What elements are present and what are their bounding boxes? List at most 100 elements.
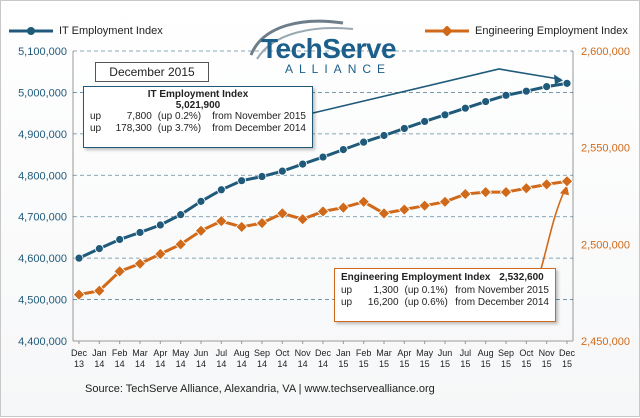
y-right-tick-label: 2,600,000 xyxy=(581,46,630,58)
x-tick-label-year: 14 xyxy=(176,359,186,369)
it-data-point xyxy=(196,196,206,206)
eng-data-point xyxy=(296,212,309,226)
techserve-logo: TechServe ALLIANCE xyxy=(233,15,413,76)
eng-data-point xyxy=(479,185,492,199)
x-tick-label-year: 15 xyxy=(420,359,430,369)
eng-row1-amount: 1,300 xyxy=(373,285,399,296)
eng-data-point xyxy=(499,185,513,199)
y-left-tick-label: 4,800,000 xyxy=(18,170,67,182)
eng-data-point xyxy=(418,199,431,212)
it-data-point xyxy=(440,110,450,120)
y-left-tick-label: 4,400,000 xyxy=(18,336,67,348)
it-data-point xyxy=(237,176,247,186)
x-axis: Dec13Jan14Feb14Mar14Apr14May14Jun14Jul14… xyxy=(71,341,576,369)
x-tick-label-year: 15 xyxy=(460,359,470,369)
eng-callout-value: 2,532,600 xyxy=(499,272,544,283)
x-tick-label-month: Dec xyxy=(559,348,576,358)
x-tick-label-year: 14 xyxy=(298,359,308,369)
x-tick-label-year: 15 xyxy=(440,359,450,369)
it-data-point xyxy=(115,235,125,244)
x-tick-label-year: 15 xyxy=(338,359,348,369)
eng-row2-dir: up xyxy=(341,297,353,308)
x-tick-label-year: 15 xyxy=(501,359,511,369)
it-data-point xyxy=(318,152,328,162)
it-data-point xyxy=(420,117,430,126)
x-tick-label-year: 13 xyxy=(74,359,84,369)
x-tick-label-year: 15 xyxy=(521,359,531,369)
x-tick-label-month: Feb xyxy=(356,348,372,358)
y-axis-right: 2,450,000 2,500,000 2,550,000 2,600,000 xyxy=(581,46,630,348)
x-tick-label-month: Jul xyxy=(216,348,228,358)
x-tick-label-month: Jan xyxy=(92,348,107,358)
eng-callout-row: up 16,200 (up 0.6%) from December 2014 xyxy=(335,297,555,309)
it-data-point xyxy=(399,124,409,133)
eng-data-point xyxy=(154,247,167,261)
eng-data-point xyxy=(255,216,269,230)
it-data-point xyxy=(521,86,531,96)
x-tick-label-year: 15 xyxy=(481,359,491,369)
eng-callout-arrow xyxy=(540,188,566,270)
x-tick-label-year: 14 xyxy=(155,359,165,369)
y-left-tick-label: 4,900,000 xyxy=(18,129,67,141)
eng-data-point xyxy=(133,257,147,270)
it-data-point xyxy=(379,131,389,140)
it-data-point xyxy=(155,220,165,230)
it-data-point xyxy=(562,78,572,88)
eng-row2-amount: 16,200 xyxy=(367,297,399,308)
x-tick-label-month: Nov xyxy=(295,348,312,358)
it-data-point xyxy=(257,172,267,181)
eng-data-point xyxy=(357,195,370,209)
it-data-point xyxy=(359,137,369,147)
it-row2-amount: 178,300 xyxy=(115,123,152,134)
y-axis-left: 4,400,000 4,500,000 4,600,000 4,700,000 4,80… xyxy=(18,46,67,348)
it-data-point xyxy=(74,253,84,263)
it-data-point xyxy=(298,159,308,169)
eng-data-point xyxy=(276,207,289,220)
source-note: Source: TechServe Alliance, Alexandria, … xyxy=(85,383,435,395)
legend-eng: Engineering Employment Index xyxy=(425,25,628,37)
it-data-point xyxy=(216,185,226,195)
y-left-tick-label: 4,500,000 xyxy=(18,295,67,307)
eng-callout-header: Engineering Employment Index 2,532,600 xyxy=(335,269,555,285)
x-tick-label-month: Jun xyxy=(438,348,453,358)
x-tick-label-year: 15 xyxy=(542,359,552,369)
eng-row1-dir: up xyxy=(341,285,353,296)
series-group xyxy=(72,78,574,301)
x-tick-label-month: Mar xyxy=(132,348,148,358)
it-callout-title: IT Employment Index xyxy=(147,89,249,100)
legend-it-label: IT Employment Index xyxy=(59,25,163,37)
eng-row2-from: from December 2014 xyxy=(455,297,549,308)
x-tick-label-year: 14 xyxy=(318,359,328,369)
it-callout-row: up 178,300 (up 3.7%) from December 2014 xyxy=(84,123,312,135)
x-tick-label-month: Aug xyxy=(234,348,250,358)
legend-it-marker-icon xyxy=(9,27,53,35)
it-row1-pct: (up 0.2%) xyxy=(157,111,202,122)
it-arrowhead-icon xyxy=(554,74,563,85)
x-tick-label-year: 14 xyxy=(277,359,287,369)
x-tick-label-month: Aug xyxy=(478,348,494,358)
y-right-tick-label: 2,450,000 xyxy=(581,336,630,348)
it-callout-arrow xyxy=(312,68,562,114)
y-right-tick-label: 2,550,000 xyxy=(581,143,630,155)
legend-eng-marker-icon xyxy=(425,26,469,36)
it-data-point xyxy=(176,210,186,220)
it-data-point xyxy=(135,228,145,237)
it-callout-row: up 7,800 (up 0.2%) from November 2015 xyxy=(84,111,312,123)
it-data-point xyxy=(501,90,511,100)
eng-data-point xyxy=(174,238,187,251)
eng-data-point xyxy=(520,182,533,195)
it-data-point xyxy=(277,166,287,176)
eng-data-point xyxy=(337,201,350,214)
x-tick-label-month: Jul xyxy=(460,348,472,358)
x-tick-label-year: 14 xyxy=(135,359,145,369)
eng-row1-from: from November 2015 xyxy=(455,285,549,296)
x-tick-label-month: Jun xyxy=(194,348,209,358)
x-tick-label-month: Jan xyxy=(336,348,351,358)
it-row1-amount: 7,800 xyxy=(126,111,152,122)
x-tick-label-month: Apr xyxy=(397,348,411,358)
logo-name: TechServe xyxy=(261,33,397,64)
eng-data-point xyxy=(438,195,452,209)
eng-data-point xyxy=(540,178,553,191)
